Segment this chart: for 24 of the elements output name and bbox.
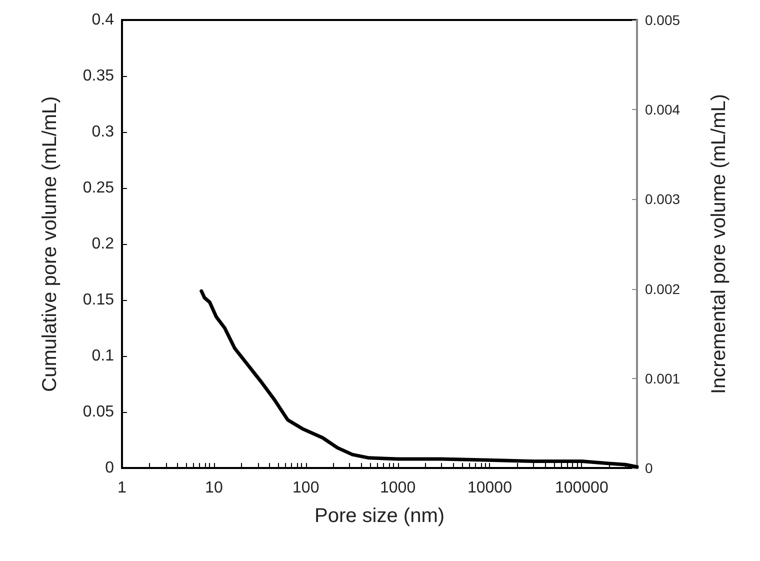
y2-axis-title: Incremental pore volume (mL/mL)	[708, 94, 730, 394]
x-tick-label: 10000	[467, 480, 512, 496]
x-tick-label: 10	[205, 480, 223, 496]
y-axis-title: Cumulative pore volume (mL/mL)	[39, 96, 61, 392]
y-tick-label: 0.05	[82, 404, 114, 420]
y-tick-label: 0	[105, 460, 114, 476]
y-tick-label: 0.15	[82, 292, 114, 308]
y-tick-label: 0.25	[82, 180, 114, 196]
y2-tick-label: 0.003	[645, 191, 680, 208]
y2-tick-label: 0.001	[645, 370, 680, 386]
y2-tick-label: 0.004	[645, 102, 680, 118]
y2-tick-label: 0.005	[645, 12, 680, 28]
y-tick-label: 0.35	[82, 68, 114, 84]
x-tick-label: 1000	[380, 480, 416, 496]
x-axis-title: Pore size (nm)	[314, 505, 445, 527]
y-tick-label: 0.2	[92, 236, 114, 252]
y-tick-label: 0.3	[92, 124, 114, 140]
y-tick-label: 0.1	[92, 348, 114, 364]
y2-tick-label: 0.002	[645, 280, 680, 297]
x-tick-label: 100	[292, 480, 320, 496]
x-tick-label: 1	[118, 480, 127, 496]
y-tick-label: 0.4	[92, 12, 114, 28]
y2-tick-label: 0	[645, 460, 653, 476]
x-tick-label: 100000	[554, 480, 608, 496]
